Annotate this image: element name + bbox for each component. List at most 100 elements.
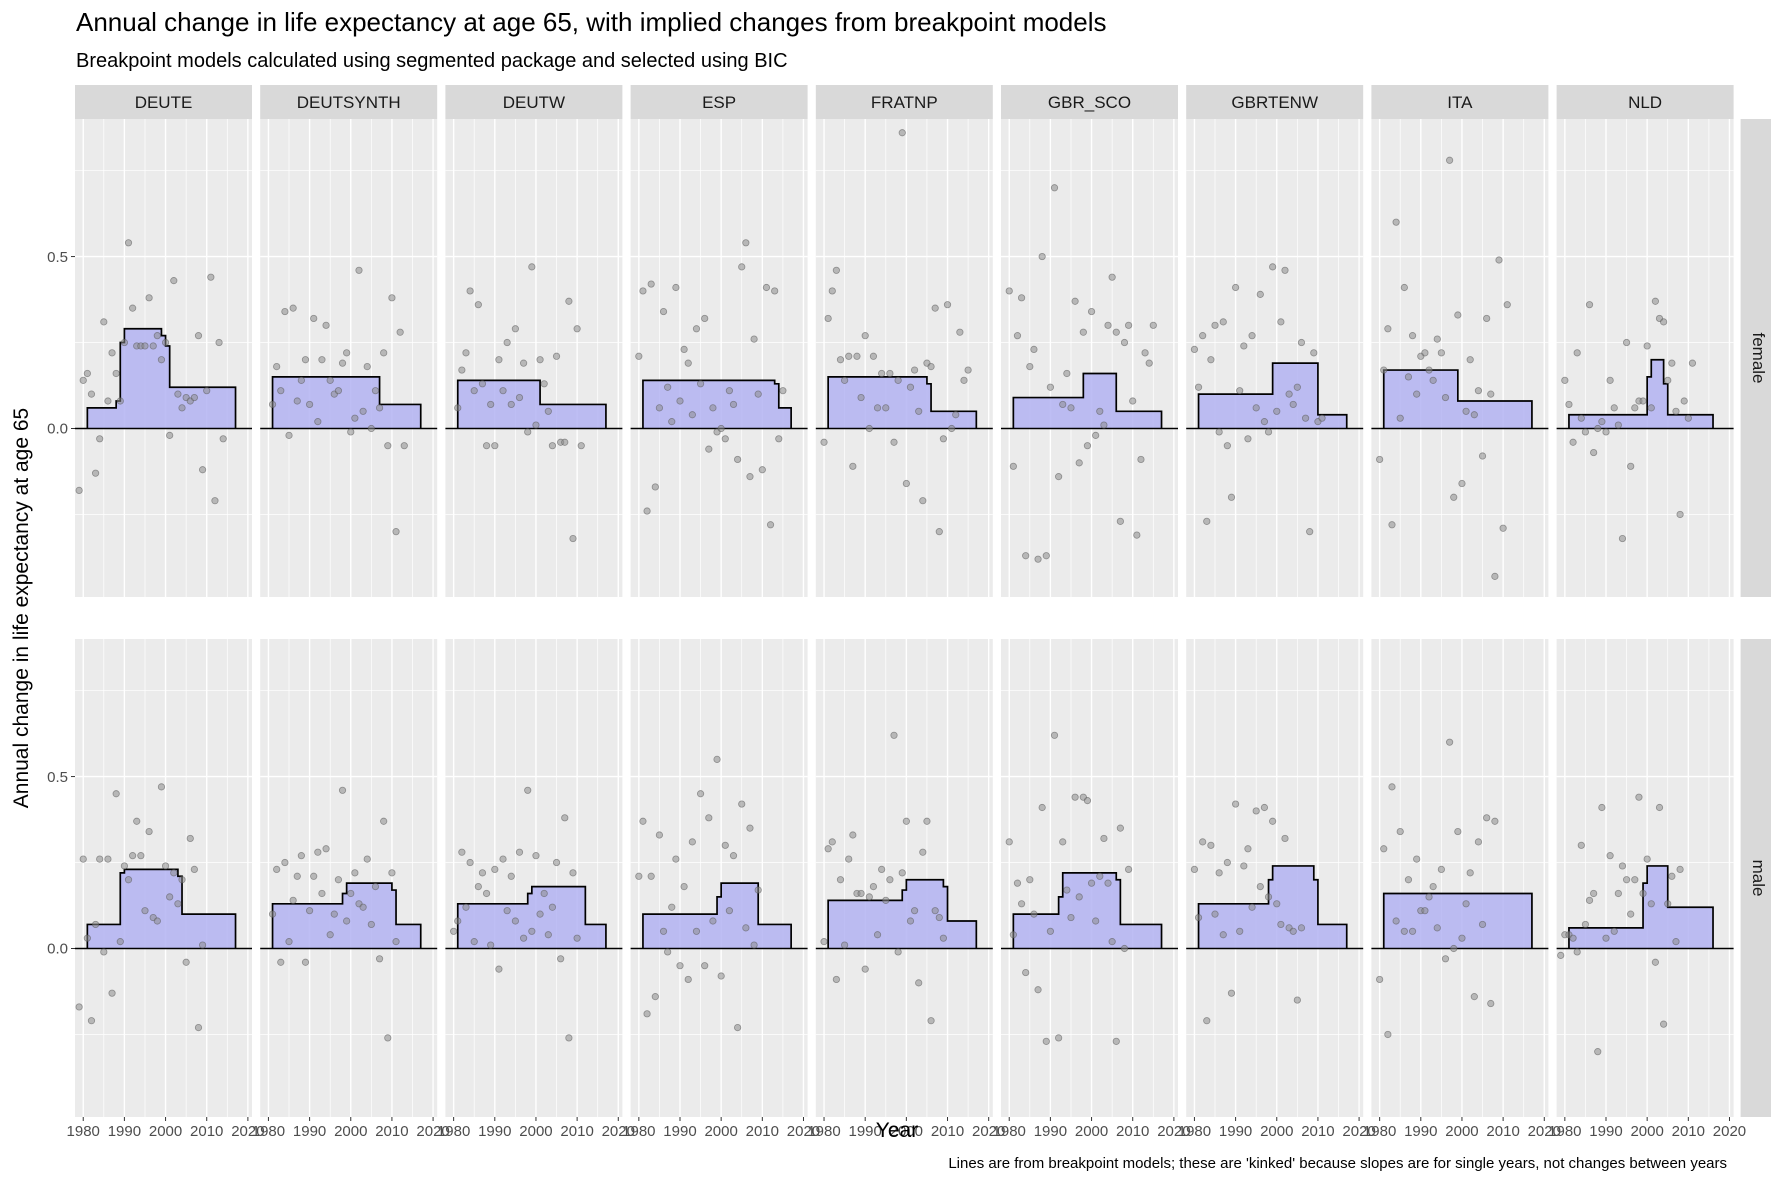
chart-subtitle: Breakpoint models calculated using segme… — [76, 50, 788, 72]
data-point-199 — [1116, 517, 1124, 525]
breakpoint-line — [271, 882, 422, 949]
x-tick-label: 1980 — [437, 1123, 470, 1140]
data-point-131 — [762, 283, 771, 292]
data-point-363 — [384, 1034, 392, 1042]
x-tick-label: 2000 — [1630, 1123, 1663, 1140]
y-tick-label: 0.0 — [47, 421, 68, 438]
data-point-496 — [1227, 989, 1236, 997]
data-point-300 — [1676, 510, 1684, 519]
data-point-83 — [511, 325, 519, 333]
data-point-288 — [1627, 462, 1635, 470]
data-point-348 — [322, 845, 330, 853]
data-point-379 — [503, 907, 511, 915]
data-point-81 — [503, 338, 511, 347]
data-point-286 — [1618, 534, 1627, 543]
data-point-280 — [1594, 424, 1602, 433]
data-point-388 — [540, 889, 548, 898]
data-point-358 — [363, 855, 371, 863]
data-point-190 — [1079, 328, 1087, 336]
data-point-308 — [91, 920, 100, 929]
data-point-324 — [157, 783, 166, 791]
data-point-439 — [869, 882, 878, 891]
col-strip-label-ESP: ESP — [702, 93, 736, 112]
breakpoint-area — [1383, 893, 1532, 949]
data-point-321 — [145, 827, 153, 836]
data-point-419 — [725, 907, 733, 915]
breakpoint-line — [642, 379, 792, 429]
col-strip-DEUTW — [445, 85, 623, 119]
data-point-203 — [1133, 531, 1141, 539]
data-point-67 — [396, 328, 404, 336]
data-point-226 — [1264, 428, 1273, 436]
data-point-385 — [528, 927, 536, 935]
data-point-477 — [1087, 879, 1096, 887]
data-point-422 — [738, 800, 746, 808]
data-point-518 — [1392, 917, 1400, 925]
data-point-278 — [1585, 301, 1594, 309]
data-point-129 — [754, 390, 762, 398]
data-point-375 — [487, 941, 495, 949]
data-point-251 — [1421, 349, 1429, 357]
data-point-30 — [199, 466, 207, 474]
data-point-546 — [1569, 934, 1577, 942]
data-point-206 — [1145, 359, 1153, 367]
data-point-459 — [1013, 879, 1022, 887]
data-point-264 — [1474, 387, 1483, 395]
data-point-458 — [1009, 931, 1017, 939]
data-point-397 — [635, 872, 643, 880]
data-point-413 — [701, 962, 709, 970]
data-point-521 — [1404, 876, 1413, 884]
data-point-353 — [343, 917, 351, 925]
panel-ESP-male: 1980 1990 2000 2010 2020 — [622, 639, 820, 1140]
data-point-343 — [301, 958, 310, 966]
x-tick-label: 2020 — [1528, 1123, 1561, 1140]
data-point-529 — [1437, 865, 1445, 874]
breakpoint-area — [642, 883, 792, 949]
data-point-476 — [1083, 797, 1092, 805]
data-point-218 — [1232, 283, 1240, 292]
data-point-183 — [1050, 184, 1059, 192]
data-point-549 — [1581, 920, 1590, 929]
data-point-506 — [1269, 817, 1277, 825]
data-point-189 — [1075, 459, 1083, 467]
data-point-209 — [1194, 383, 1203, 391]
x-tick-label: 1980 — [1548, 1123, 1581, 1140]
x-tick-label: 2020 — [416, 1123, 449, 1140]
data-point-485 — [1120, 944, 1129, 953]
data-point-269 — [1495, 256, 1503, 264]
data-point-276 — [1577, 414, 1585, 422]
data-point-232 — [1289, 400, 1297, 409]
data-point-102 — [643, 507, 651, 515]
data-point-207 — [1149, 321, 1157, 329]
data-point-386 — [532, 852, 540, 860]
data-point-460 — [1017, 900, 1026, 908]
data-point-554 — [1602, 934, 1610, 942]
data-point-369 — [462, 903, 470, 911]
data-point-236 — [1306, 528, 1314, 536]
data-point-150 — [878, 369, 886, 378]
data-point-97 — [569, 534, 577, 543]
panel-GBRTENW-female: GBRTENW — [1186, 85, 1364, 597]
x-tick-label: 1990 — [1404, 1123, 1437, 1140]
x-axis-title: Year — [876, 1119, 918, 1142]
data-point-500 — [1244, 845, 1252, 853]
data-point-431 — [836, 876, 845, 884]
data-point-398 — [639, 817, 647, 825]
data-point-350 — [330, 910, 338, 918]
data-point-297 — [1664, 376, 1672, 384]
data-point-28 — [190, 393, 198, 402]
data-point-490 — [1203, 1017, 1211, 1025]
data-point-377 — [495, 965, 503, 973]
data-point-372 — [474, 882, 482, 891]
data-point-166 — [943, 301, 952, 309]
breakpoint-line — [1382, 369, 1533, 429]
data-point-221 — [1244, 435, 1252, 443]
data-point-340 — [289, 896, 297, 904]
data-point-6 — [100, 318, 108, 326]
data-point-289 — [1631, 404, 1639, 412]
data-point-220 — [1240, 342, 1248, 350]
panel-background — [1001, 119, 1178, 597]
data-point-184 — [1055, 473, 1063, 481]
data-point-355 — [351, 869, 359, 877]
data-point-444 — [890, 731, 898, 739]
